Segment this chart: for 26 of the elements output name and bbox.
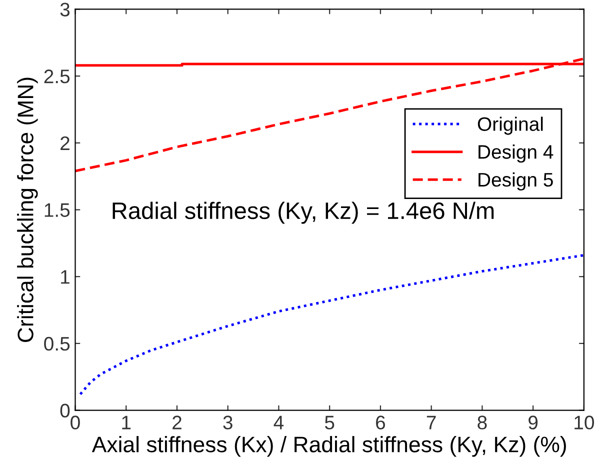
- annotation: Radial stiffness (Ky, Kz) = 1.4e6 N/m: [112, 202, 494, 224]
- x-tick-label: 6: [376, 416, 386, 430]
- x-tick-label: 4: [274, 416, 284, 430]
- x-tick-label: 8: [478, 416, 487, 430]
- y-tick-label: 3: [60, 2, 70, 16]
- x-tick-label: 5: [324, 416, 334, 430]
- x-tick-label: 2: [172, 416, 182, 430]
- y-tick-label: 2.5: [44, 70, 70, 84]
- y-tick-label: 1.5: [44, 203, 70, 217]
- legend-label: Original: [478, 116, 543, 135]
- y-tick-label: 0: [60, 404, 70, 418]
- x-tick-label: 10: [574, 416, 594, 430]
- legend-label: Design 5: [478, 172, 553, 191]
- y-tick-label: 0.5: [44, 336, 70, 351]
- x-axis-title: Axial stiffness (Kx) / Radial stiffness (Ky, Kz) (%): [92, 436, 566, 457]
- line-series: [75, 57, 584, 172]
- x-tick-label: 1: [122, 416, 131, 430]
- y-tick-label: 1: [61, 270, 70, 284]
- x-tick-label: 9: [528, 416, 538, 430]
- x-tick-label: 3: [223, 416, 232, 430]
- y-tick-label: 2: [60, 136, 70, 150]
- x-tick-label: 0: [70, 416, 80, 430]
- x-tick-label: 7: [426, 416, 436, 430]
- line-series: [79, 254, 584, 396]
- y-axis-title: Critical buckling force (MN): [17, 78, 38, 342]
- legend-label: Design 4: [478, 144, 554, 163]
